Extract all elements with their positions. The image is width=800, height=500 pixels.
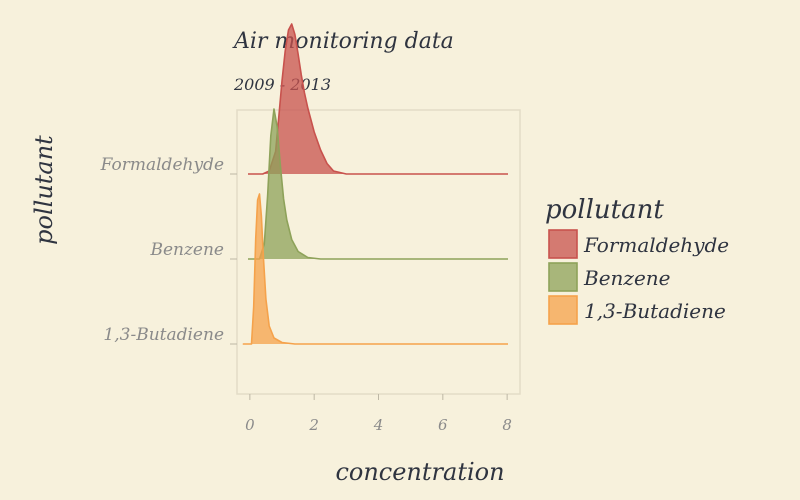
x-tick-label: 8 <box>502 416 512 434</box>
legend-swatch-1-3-butadiene <box>548 295 578 325</box>
ridges <box>242 23 508 345</box>
legend: pollutant Formaldehyde Benzene 1,3-Butadie… <box>545 195 729 325</box>
x-axis: 0 2 4 6 8 <box>245 394 512 434</box>
x-tick-label: 4 <box>373 416 384 434</box>
y-axis: Formaldehyde Benzene 1,3-Butadiene <box>100 155 237 345</box>
x-axis-label: concentration <box>335 458 504 486</box>
legend-label: Benzene <box>583 266 671 290</box>
legend-title: pollutant <box>545 195 664 225</box>
y-tick-label: Benzene <box>149 240 224 260</box>
chart-title: Air monitoring data <box>232 29 454 54</box>
legend-swatch-benzene <box>548 262 578 292</box>
y-tick-label: Formaldehyde <box>100 155 224 175</box>
y-tick-label: 1,3-Butadiene <box>103 325 224 345</box>
ridge-area-benzene <box>248 109 508 259</box>
title-layer: Air monitoring data 2009 - 2013 <box>232 29 454 94</box>
x-tick-label: 6 <box>438 416 448 434</box>
legend-label: Formaldehyde <box>583 233 729 257</box>
y-axis-label: pollutant <box>30 135 58 245</box>
legend-swatch-formaldehyde <box>548 229 578 259</box>
x-tick-label: 2 <box>308 416 319 434</box>
legend-label: 1,3-Butadiene <box>584 299 726 323</box>
ridge-line-1-3-butadiene <box>242 193 508 345</box>
x-tick-label: 0 <box>245 416 255 434</box>
ridge-area-formaldehyde <box>248 24 508 174</box>
